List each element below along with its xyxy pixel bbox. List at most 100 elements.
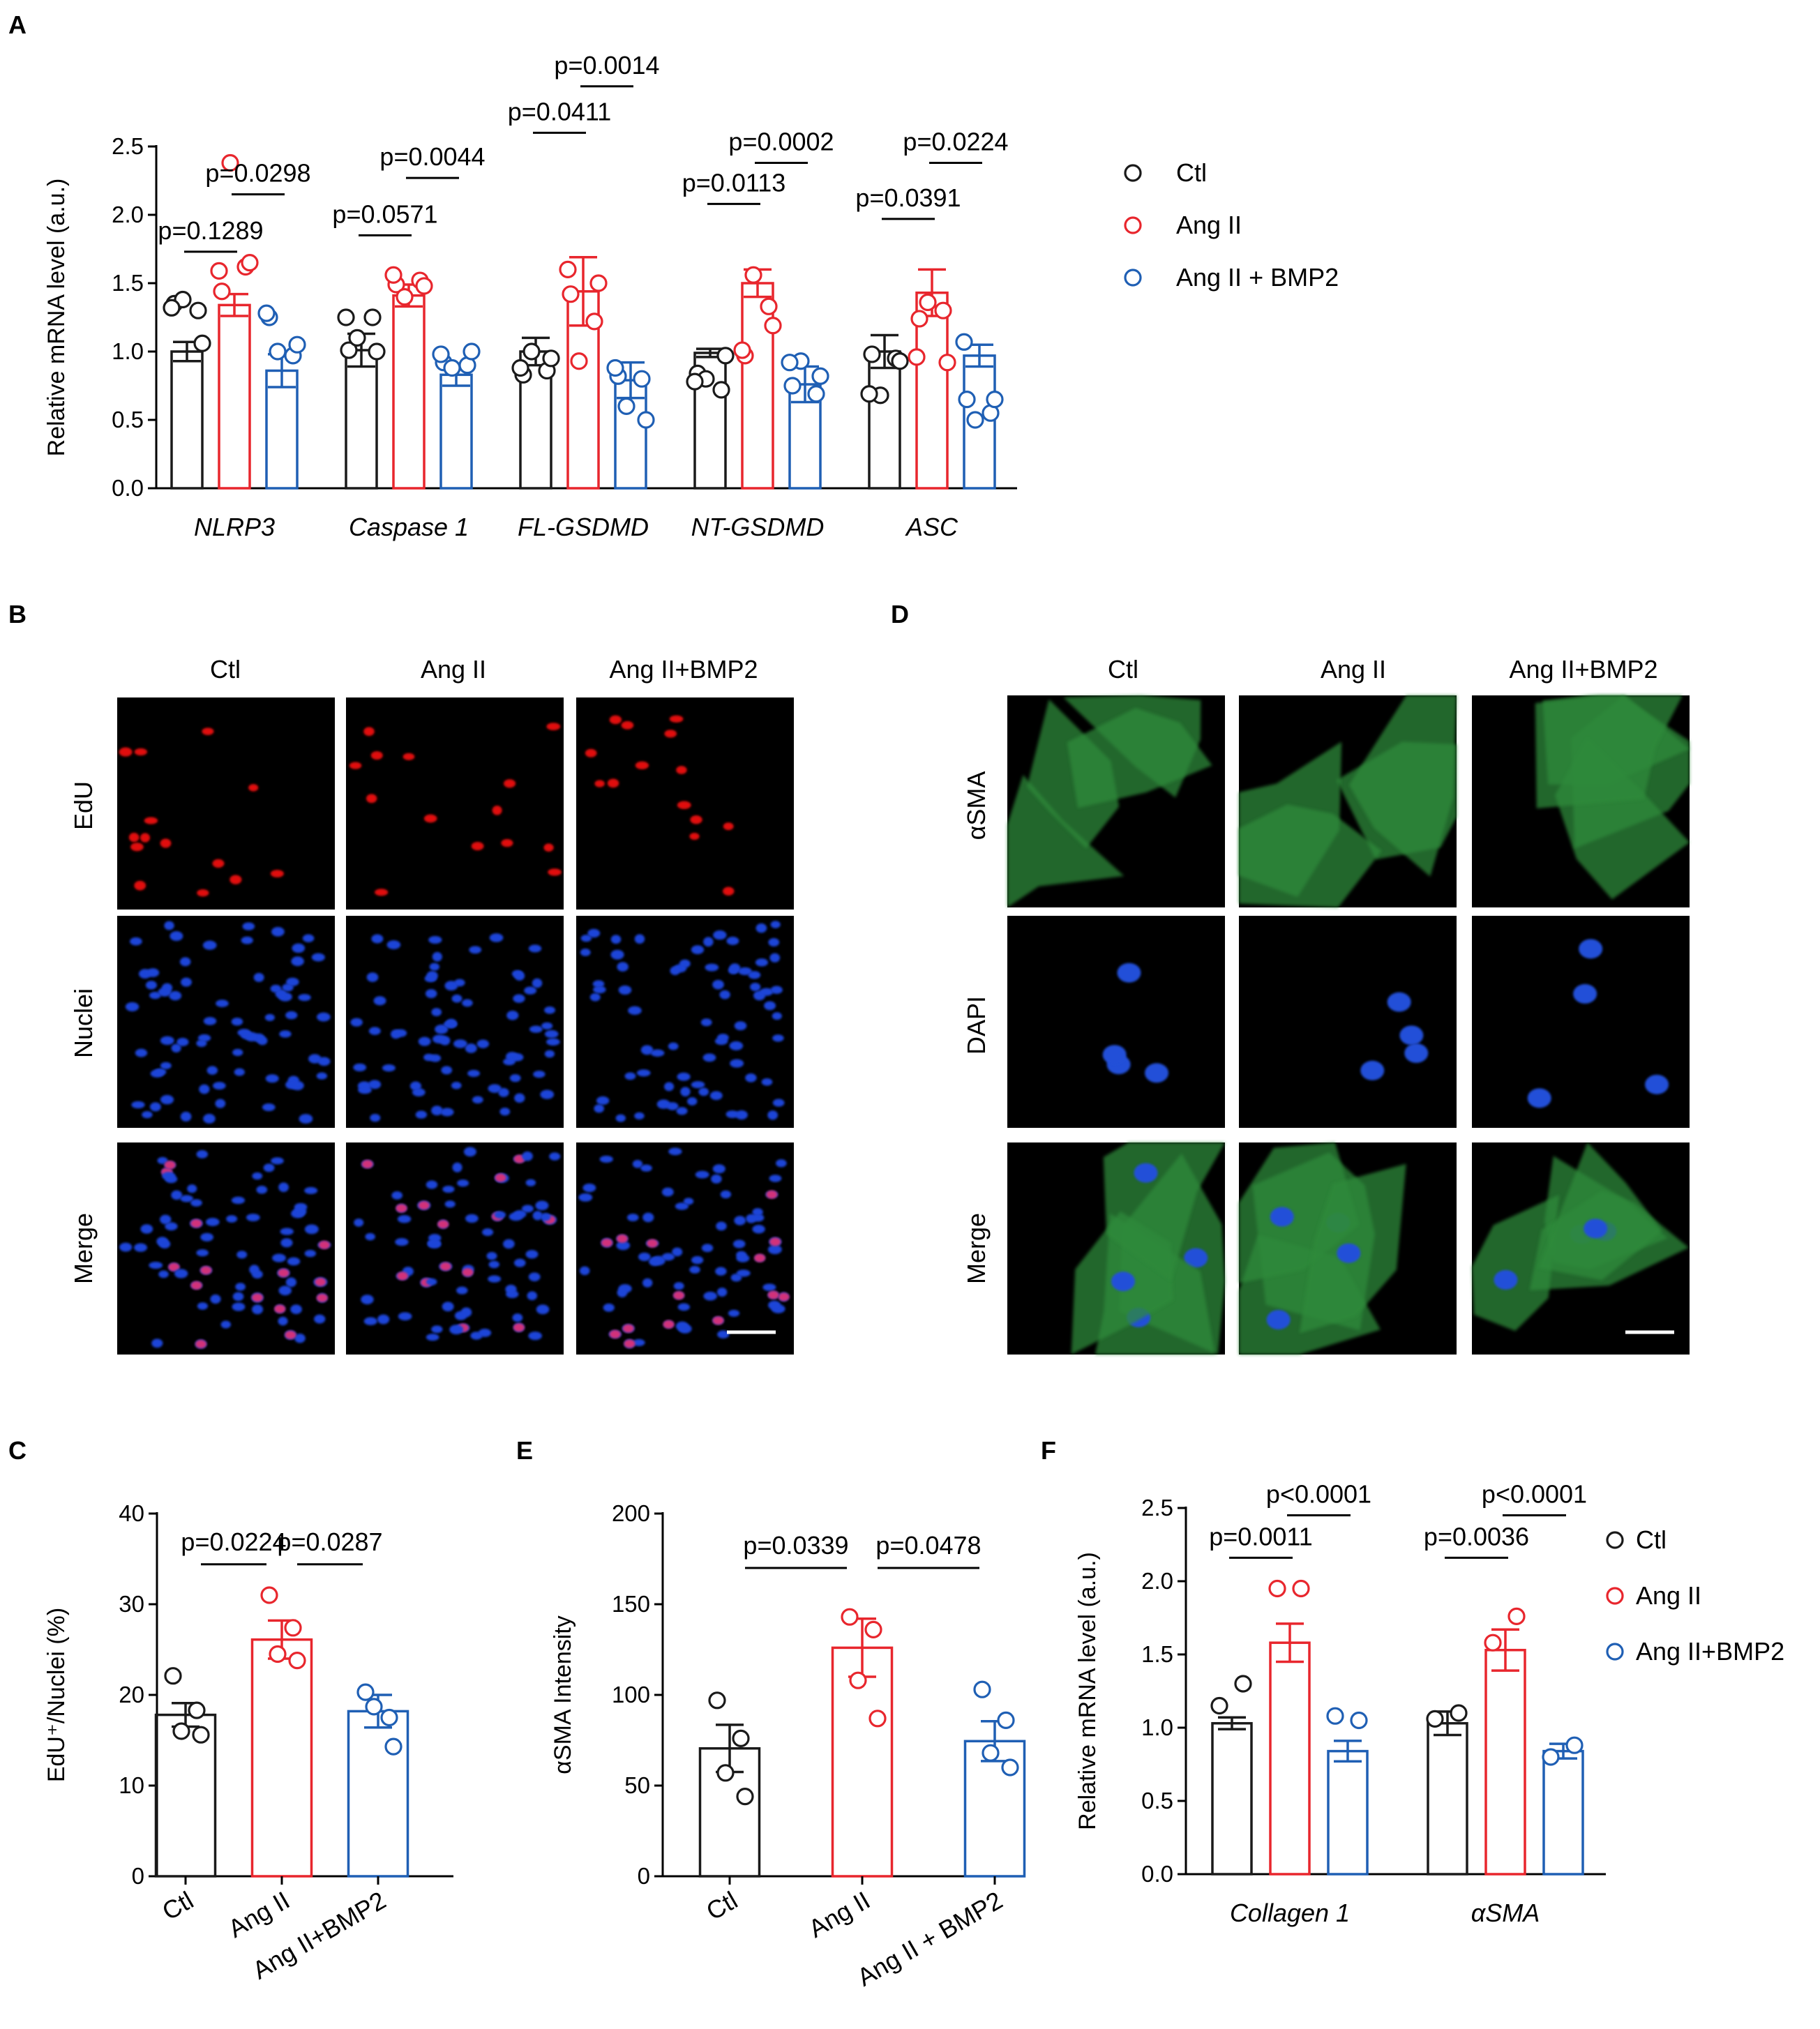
b-image-edu-ang-ii-bmp2-content [585,715,735,896]
panel-label-e: E [516,1436,533,1465]
b-image-merge-ctl-cell [271,1157,284,1165]
b-image-nuclei-ang-ii-bmp2-content [580,921,785,1122]
b-image-merge-ctl-cell [294,1334,306,1343]
b-image-nuclei-ctl-cell [311,953,325,962]
b-image-merge-ang-ii-cell [442,1302,454,1312]
b-image-merge-ctl-cell [174,1269,188,1279]
b-image-merge-ang-ii-bmp2-cell-merged [769,1237,781,1246]
b-image-edu-ang-ii-cell [543,843,554,852]
b-image-nuclei-ang-ii-bmp2-cell [712,979,724,990]
b-image-merge-ang-ii-bmp2-cell-merged [766,1190,778,1199]
chart-a-y-tick-label: 1.5 [112,270,144,296]
b-image-merge-ang-ii-bmp2-cell-merged [673,1291,685,1300]
chart-a-bar-ang-ii-bmp2-caspase-1-point [462,342,481,361]
b-image-merge-ang-ii-cell [488,1275,502,1283]
chart-a-bar-ctl-caspase-1-point [340,341,358,359]
b-image-merge-ang-ii-cell [395,1238,409,1246]
chart-f-category-label: Collagen 1 [1230,1899,1350,1927]
chart-f-legend-marker-ang-ii [1606,1587,1624,1605]
b-image-nuclei-ang-ii-cell [382,1064,396,1072]
b-image-nuclei-ang-ii-bmp2-cell [772,1012,782,1020]
b-image-nuclei-ang-ii-cell [409,1081,421,1091]
chart-a-bar-ctl-asc-point [891,352,909,370]
b-image-merge-ang-ii-cell [442,1185,455,1193]
b-row-label-merge: Merge [69,1213,98,1284]
b-image-edu-ang-ii-cell [370,750,383,760]
b-image-merge-ang-ii-cell-merged [495,1173,506,1182]
b-image-nuclei-ang-ii-bmp2-cell [676,1107,688,1115]
b-image-merge-ctl [117,1142,335,1355]
d-image-dapi-ang-ii-bmp2-nucleus [1573,983,1597,1004]
b-image-merge-ctl-content [119,1149,331,1349]
b-image-nuclei-ang-ii-cell [418,1036,431,1046]
chart-a-bar-ctl-caspase-1-point [363,308,382,326]
b-image-merge-ang-ii-cell [391,1191,403,1200]
b-image-edu-ang-ii-bmp2-cell [723,887,735,896]
b-image-merge-ctl-cell [235,1283,246,1291]
b-image-nuclei-ang-ii-bmp2-cell [769,953,781,963]
b-image-nuclei-ang-ii-cell [465,1043,477,1053]
b-image-merge-ctl-cell [280,1228,294,1235]
chart-a-bar-ang-ii-bmp2-nt-gsdmd-point [811,367,829,385]
b-image-merge-ctl-cell [287,1257,301,1266]
b-image-merge-ang-ii-bmp2-cell [642,1212,654,1223]
d-image-dapi-ang-ii-bmp2-nucleus [1527,1088,1551,1108]
b-image-nuclei-ctl-cell [176,1037,189,1046]
b-image-nuclei-ang-ii-bmp2-cell [670,966,681,976]
b-image-merge-ang-ii-bmp2-cell-merged [663,1320,675,1329]
b-image-nuclei-ang-ii-bmp2-cell [650,1049,665,1057]
b-image-merge-ctl-cell [162,1172,176,1181]
chart-a-bar-ang-ii-nlrp3-point [221,153,239,172]
panel-label-d: D [891,600,909,628]
b-image-edu-ctl-content [119,727,284,897]
b-image-nuclei-ctl-cell [262,1103,276,1111]
b-image-merge-ang-ii-bmp2-cell [603,1303,615,1312]
b-image-merge-ang-ii-bmp2-cell [579,1266,590,1276]
b-image-nuclei-ang-ii-bmp2-cell [687,1097,698,1106]
chart-f-bar-ang-ii-sma-point [1484,1634,1502,1652]
chart-f-y-tick-label: 0.5 [1141,1788,1173,1813]
b-image-nuclei-ctl-cell [285,1011,298,1020]
b-image-merge-ang-ii-cell [494,1211,506,1219]
chart-c-category-label: Ctl [157,1885,198,1926]
chart-f-category-label: αSMA [1471,1899,1540,1927]
chart-f-y-tick-label: 0.0 [1141,1861,1173,1887]
b-image-nuclei-ctl-cell [253,972,264,982]
chart-a-bar-ang-ii-bmp2-nlrp3-point [257,304,276,322]
b-image-edu-ang-ii-bmp2-cell [664,730,677,738]
chart-f-bar-ang-ii-collagen-1-point [1292,1579,1310,1598]
b-image-merge-ang-ii-bmp2-cell [672,1247,683,1257]
chart-c-bar-ang-ii-bmp2-point [356,1683,375,1701]
b-image-merge-ang-ii-bmp2-cell [767,1244,782,1255]
b-image-nuclei-ang-ii-bmp2-cell [725,1110,739,1118]
d-col-header-angii-bmp2: Ang II+BMP2 [1509,655,1657,684]
b-image-merge-ang-ii-content [354,1147,561,1341]
b-image-merge-ang-ii-bmp2-cell [736,1269,751,1277]
chart-a-bar-ctl-nlrp3-point [193,334,211,352]
chart-a-bar-ctl-nt-gsdmd-point [712,381,730,399]
b-image-merge-ang-ii-cell-merged [418,1201,430,1210]
d-image-dapi-ctl [1007,916,1225,1128]
b-image-merge-ang-ii-bmp2-cell [617,1288,628,1297]
chart-c-bar-ang-ii [250,1638,313,1878]
b-image-edu-ctl-cell [134,748,148,756]
b-image-merge-ctl-cell [278,1182,289,1192]
b-image-nuclei-ang-ii-bmp2-cell [735,1110,748,1120]
b-image-edu-ctl-cell [140,833,151,843]
chart-a-category-label: Caspase 1 [349,513,469,541]
b-image-nuclei-ctl-cell [317,1012,331,1022]
b-image-edu-ctl-cell [144,817,158,824]
b-image-edu-ang-ii-bmp2-cell [609,715,622,725]
b-image-nuclei-ang-ii-cell [431,1106,443,1116]
d-image-dapi-ang-ii-content [1360,992,1429,1080]
b-image-merge-ang-ii-cell-merged [396,1272,408,1281]
chart-e-y-axis-label: αSMA Intensity [550,1615,576,1774]
chart-a-y-tick-label: 0.0 [112,475,144,501]
chart-a-pvalue-label: p=0.0411 [508,97,611,126]
chart-a-bar-ang-ii-bmp2-asc-point [958,390,976,409]
b-image-merge-ang-ii-bmp2 [576,1142,794,1355]
chart-a-bar-ctl-nlrp3-point [163,299,181,317]
b-image-nuclei-ang-ii-cell [462,999,473,1007]
b-image-nuclei-ang-ii-bmp2-cell [610,949,624,960]
